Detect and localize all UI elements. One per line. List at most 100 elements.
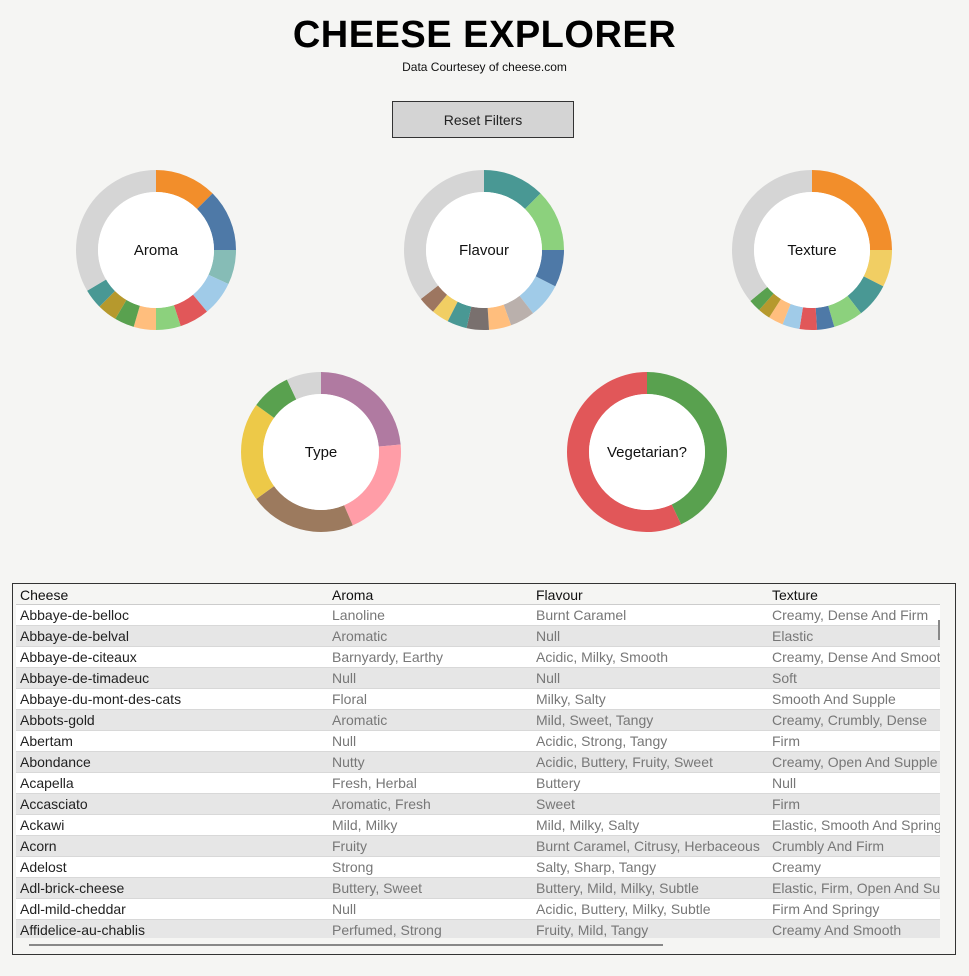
- flavour-donut-segment-5[interactable]: [487, 304, 512, 330]
- table-row[interactable]: Abbaye-de-citeaux Barnyardy, Earthy Acidic…: [16, 646, 940, 668]
- cell-flavour: Null: [532, 625, 768, 647]
- cell-cheese: Abbaye-de-belval: [16, 625, 328, 647]
- column-header-flavour[interactable]: Flavour: [532, 587, 768, 605]
- table-row[interactable]: Abbaye-de-belval Aromatic Null Elastic: [16, 625, 940, 647]
- type-donut-segment-0[interactable]: [321, 372, 401, 447]
- aroma-donut-chart[interactable]: [74, 168, 238, 332]
- table-row[interactable]: Accasciato Aromatic, Fresh Sweet Firm: [16, 793, 940, 815]
- cell-flavour: Mild, Sweet, Tangy: [532, 709, 768, 731]
- vegetarian-filter-donut[interactable]: Vegetarian?: [565, 370, 729, 534]
- aroma-donut-segment-7[interactable]: [115, 299, 140, 327]
- aroma-donut-segment-8[interactable]: [99, 291, 127, 319]
- texture-donut-segment-7[interactable]: [769, 298, 791, 325]
- texture-donut-segment-10[interactable]: [732, 170, 812, 301]
- vegetarian-donut-chart[interactable]: [565, 370, 729, 534]
- cell-flavour: Acidic, Strong, Tangy: [532, 730, 768, 752]
- vegetarian-donut-segment-0[interactable]: [647, 372, 727, 525]
- vegetarian-donut-segment-1[interactable]: [567, 372, 682, 532]
- flavour-donut-segment-8[interactable]: [433, 294, 458, 322]
- flavour-donut-segment-3[interactable]: [519, 276, 556, 314]
- cell-aroma: Aromatic: [328, 625, 532, 647]
- table-row[interactable]: Abbaye-de-timadeuc Null Null Soft: [16, 667, 940, 689]
- type-donut-segment-2[interactable]: [256, 486, 353, 532]
- cell-aroma: Aromatic, Fresh: [328, 793, 532, 815]
- aroma-donut-segment-5[interactable]: [156, 305, 181, 330]
- flavour-donut-segment-1[interactable]: [525, 193, 564, 250]
- aroma-donut-segment-0[interactable]: [156, 170, 213, 209]
- cell-texture: Elastic, Firm, Open And Supple: [768, 877, 940, 899]
- horizontal-scrollbar[interactable]: [29, 942, 939, 948]
- table-row[interactable]: Adl-brick-cheese Buttery, Sweet Buttery, M…: [16, 877, 940, 899]
- vertical-scrollbar[interactable]: [937, 614, 943, 934]
- cell-aroma: Perfumed, Strong: [328, 919, 532, 938]
- column-header-aroma[interactable]: Aroma: [328, 587, 532, 605]
- texture-donut-segment-9[interactable]: [750, 286, 774, 311]
- cell-cheese: Abertam: [16, 730, 328, 752]
- table-row[interactable]: Affidelice-au-chablis Perfumed, Strong Fru…: [16, 919, 940, 938]
- flavour-donut-segment-4[interactable]: [503, 295, 534, 326]
- texture-donut-chart[interactable]: [730, 168, 894, 332]
- type-donut-segment-5[interactable]: [286, 372, 321, 400]
- texture-donut-center: [754, 192, 870, 308]
- cell-texture: Smooth And Supple: [768, 688, 940, 710]
- aroma-donut-segment-10[interactable]: [76, 170, 156, 291]
- flavour-donut-segment-10[interactable]: [404, 170, 484, 300]
- aroma-donut-segment-6[interactable]: [133, 305, 156, 330]
- aroma-donut-segment-1[interactable]: [197, 193, 236, 250]
- aroma-donut-segment-3[interactable]: [192, 274, 229, 312]
- aroma-filter-donut[interactable]: Aroma: [74, 168, 238, 332]
- flavour-donut-segment-7[interactable]: [447, 301, 472, 329]
- flavour-donut-segment-2[interactable]: [535, 250, 564, 287]
- table-row[interactable]: Adl-mild-cheddar Null Acidic, Buttery, Mil…: [16, 898, 940, 920]
- texture-donut-segment-6[interactable]: [782, 303, 803, 330]
- aroma-donut-segment-4[interactable]: [173, 294, 207, 327]
- column-header-cheese[interactable]: Cheese: [16, 587, 328, 605]
- horizontal-scrollbar-thumb[interactable]: [29, 944, 663, 946]
- column-header-texture[interactable]: Texture: [768, 587, 940, 605]
- flavour-donut-segment-6[interactable]: [466, 306, 490, 330]
- aroma-donut-segment-9[interactable]: [87, 279, 115, 307]
- texture-donut-segment-4[interactable]: [815, 305, 835, 330]
- texture-donut-segment-0[interactable]: [812, 170, 892, 250]
- table-row[interactable]: Abertam Null Acidic, Strong, Tangy Firm: [16, 730, 940, 752]
- cell-aroma: Null: [328, 667, 532, 689]
- aroma-donut-segment-2[interactable]: [208, 250, 236, 285]
- cell-cheese: Abbaye-de-timadeuc: [16, 667, 328, 689]
- cell-cheese: Accasciato: [16, 793, 328, 815]
- reset-filters-button[interactable]: Reset Filters: [392, 101, 574, 138]
- flavour-donut-segment-9[interactable]: [420, 285, 448, 312]
- page-title: CHEESE EXPLORER: [292, 14, 677, 56]
- table-row[interactable]: Acorn Fruity Burnt Caramel, Citrusy, Herba…: [16, 835, 940, 857]
- texture-donut-segment-8[interactable]: [759, 293, 781, 318]
- type-donut-segment-4[interactable]: [256, 379, 297, 418]
- table-row[interactable]: Abbaye-de-belloc Lanoline Burnt Caramel Cre…: [16, 604, 940, 626]
- texture-donut-segment-3[interactable]: [828, 295, 862, 327]
- type-donut-segment-1[interactable]: [344, 444, 401, 526]
- table-row[interactable]: Acapella Fresh, Herbal Buttery Null: [16, 772, 940, 794]
- table-header-row: Cheese Aroma Flavour Texture: [16, 587, 940, 605]
- table-row[interactable]: Abbots-gold Aromatic Mild, Sweet, Tangy Cre…: [16, 709, 940, 731]
- cell-flavour: Milky, Salty: [532, 688, 768, 710]
- texture-donut-segment-5[interactable]: [799, 307, 818, 330]
- cell-texture: Creamy And Smooth: [768, 919, 940, 938]
- cell-aroma: Strong: [328, 856, 532, 878]
- table-row[interactable]: Adelost Strong Salty, Sharp, Tangy Creamy: [16, 856, 940, 878]
- flavour-donut-chart[interactable]: [402, 168, 566, 332]
- table-row[interactable]: Abondance Nutty Acidic, Buttery, Fruity, S…: [16, 751, 940, 773]
- cell-aroma: Nutty: [328, 751, 532, 773]
- cell-aroma: Fruity: [328, 835, 532, 857]
- table-row[interactable]: Abbaye-du-mont-des-cats Floral Milky, Salt…: [16, 688, 940, 710]
- type-donut-segment-3[interactable]: [241, 404, 275, 500]
- vertical-scrollbar-thumb[interactable]: [938, 620, 940, 640]
- type-donut-chart[interactable]: [239, 370, 403, 534]
- texture-filter-donut[interactable]: Texture: [730, 168, 894, 332]
- texture-donut-segment-1[interactable]: [863, 250, 892, 287]
- type-filter-donut[interactable]: Type: [239, 370, 403, 534]
- flavour-donut-segment-0[interactable]: [484, 170, 541, 209]
- flavour-filter-donut[interactable]: Flavour: [402, 168, 566, 332]
- cell-cheese: Abbaye-du-mont-des-cats: [16, 688, 328, 710]
- cell-texture: Soft: [768, 667, 940, 689]
- table-row[interactable]: Ackawi Mild, Milky Mild, Milky, Salty Elast…: [16, 814, 940, 836]
- cell-flavour: Burnt Caramel: [532, 604, 768, 626]
- texture-donut-segment-2[interactable]: [847, 276, 884, 314]
